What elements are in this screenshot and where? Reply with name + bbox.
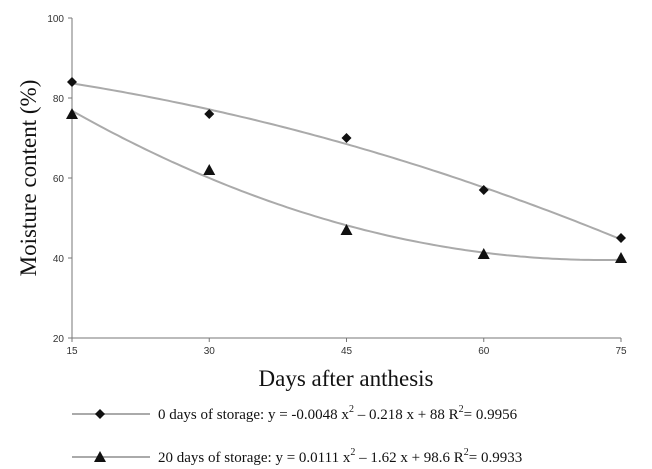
data-point-triangle bbox=[340, 224, 353, 235]
x-tick-label: 15 bbox=[66, 346, 78, 357]
y-axis-title: Moisture content (%) bbox=[16, 80, 41, 277]
data-point-diamond bbox=[341, 133, 352, 143]
data-point-triangle bbox=[66, 108, 78, 119]
y-tick-label: 80 bbox=[53, 94, 65, 105]
x-tick-label: 30 bbox=[204, 346, 216, 357]
data-point-triangle bbox=[477, 248, 490, 259]
legend-entry-20-days: 20 days of storage: y = 0.0111 x2 – 1.62… bbox=[72, 447, 522, 466]
data-point-triangle bbox=[615, 252, 627, 263]
data-point-diamond bbox=[616, 233, 626, 243]
axis-ticks: 15 30 45 60 75 20 40 60 80 100 bbox=[47, 14, 627, 357]
y-tick-label: 20 bbox=[53, 334, 65, 345]
data-point-diamond bbox=[204, 109, 215, 119]
data-point-diamond bbox=[478, 185, 489, 195]
x-axis-title: Days after anthesis bbox=[259, 366, 434, 391]
data-point-diamond bbox=[67, 77, 77, 87]
legend-text-0-days: 0 days of storage: y = -0.0048 x2 – 0.21… bbox=[158, 404, 518, 423]
x-tick-label: 75 bbox=[615, 346, 627, 357]
y-tick-label: 60 bbox=[53, 174, 65, 185]
data-markers bbox=[66, 77, 627, 263]
legend: 0 days of storage: y = -0.0048 x2 – 0.21… bbox=[72, 404, 522, 466]
data-point-triangle bbox=[203, 164, 216, 175]
x-tick-label: 45 bbox=[341, 346, 353, 357]
legend-marker-diamond bbox=[95, 409, 105, 419]
x-tick-label: 60 bbox=[478, 346, 490, 357]
fit-curve-series-0 bbox=[71, 82, 622, 241]
y-tick-label: 40 bbox=[53, 254, 65, 265]
legend-marker-triangle bbox=[94, 451, 106, 462]
legend-text-20-days: 20 days of storage: y = 0.0111 x2 – 1.62… bbox=[158, 447, 522, 466]
legend-entry-0-days: 0 days of storage: y = -0.0048 x2 – 0.21… bbox=[72, 404, 518, 423]
y-tick-label: 100 bbox=[47, 14, 64, 25]
